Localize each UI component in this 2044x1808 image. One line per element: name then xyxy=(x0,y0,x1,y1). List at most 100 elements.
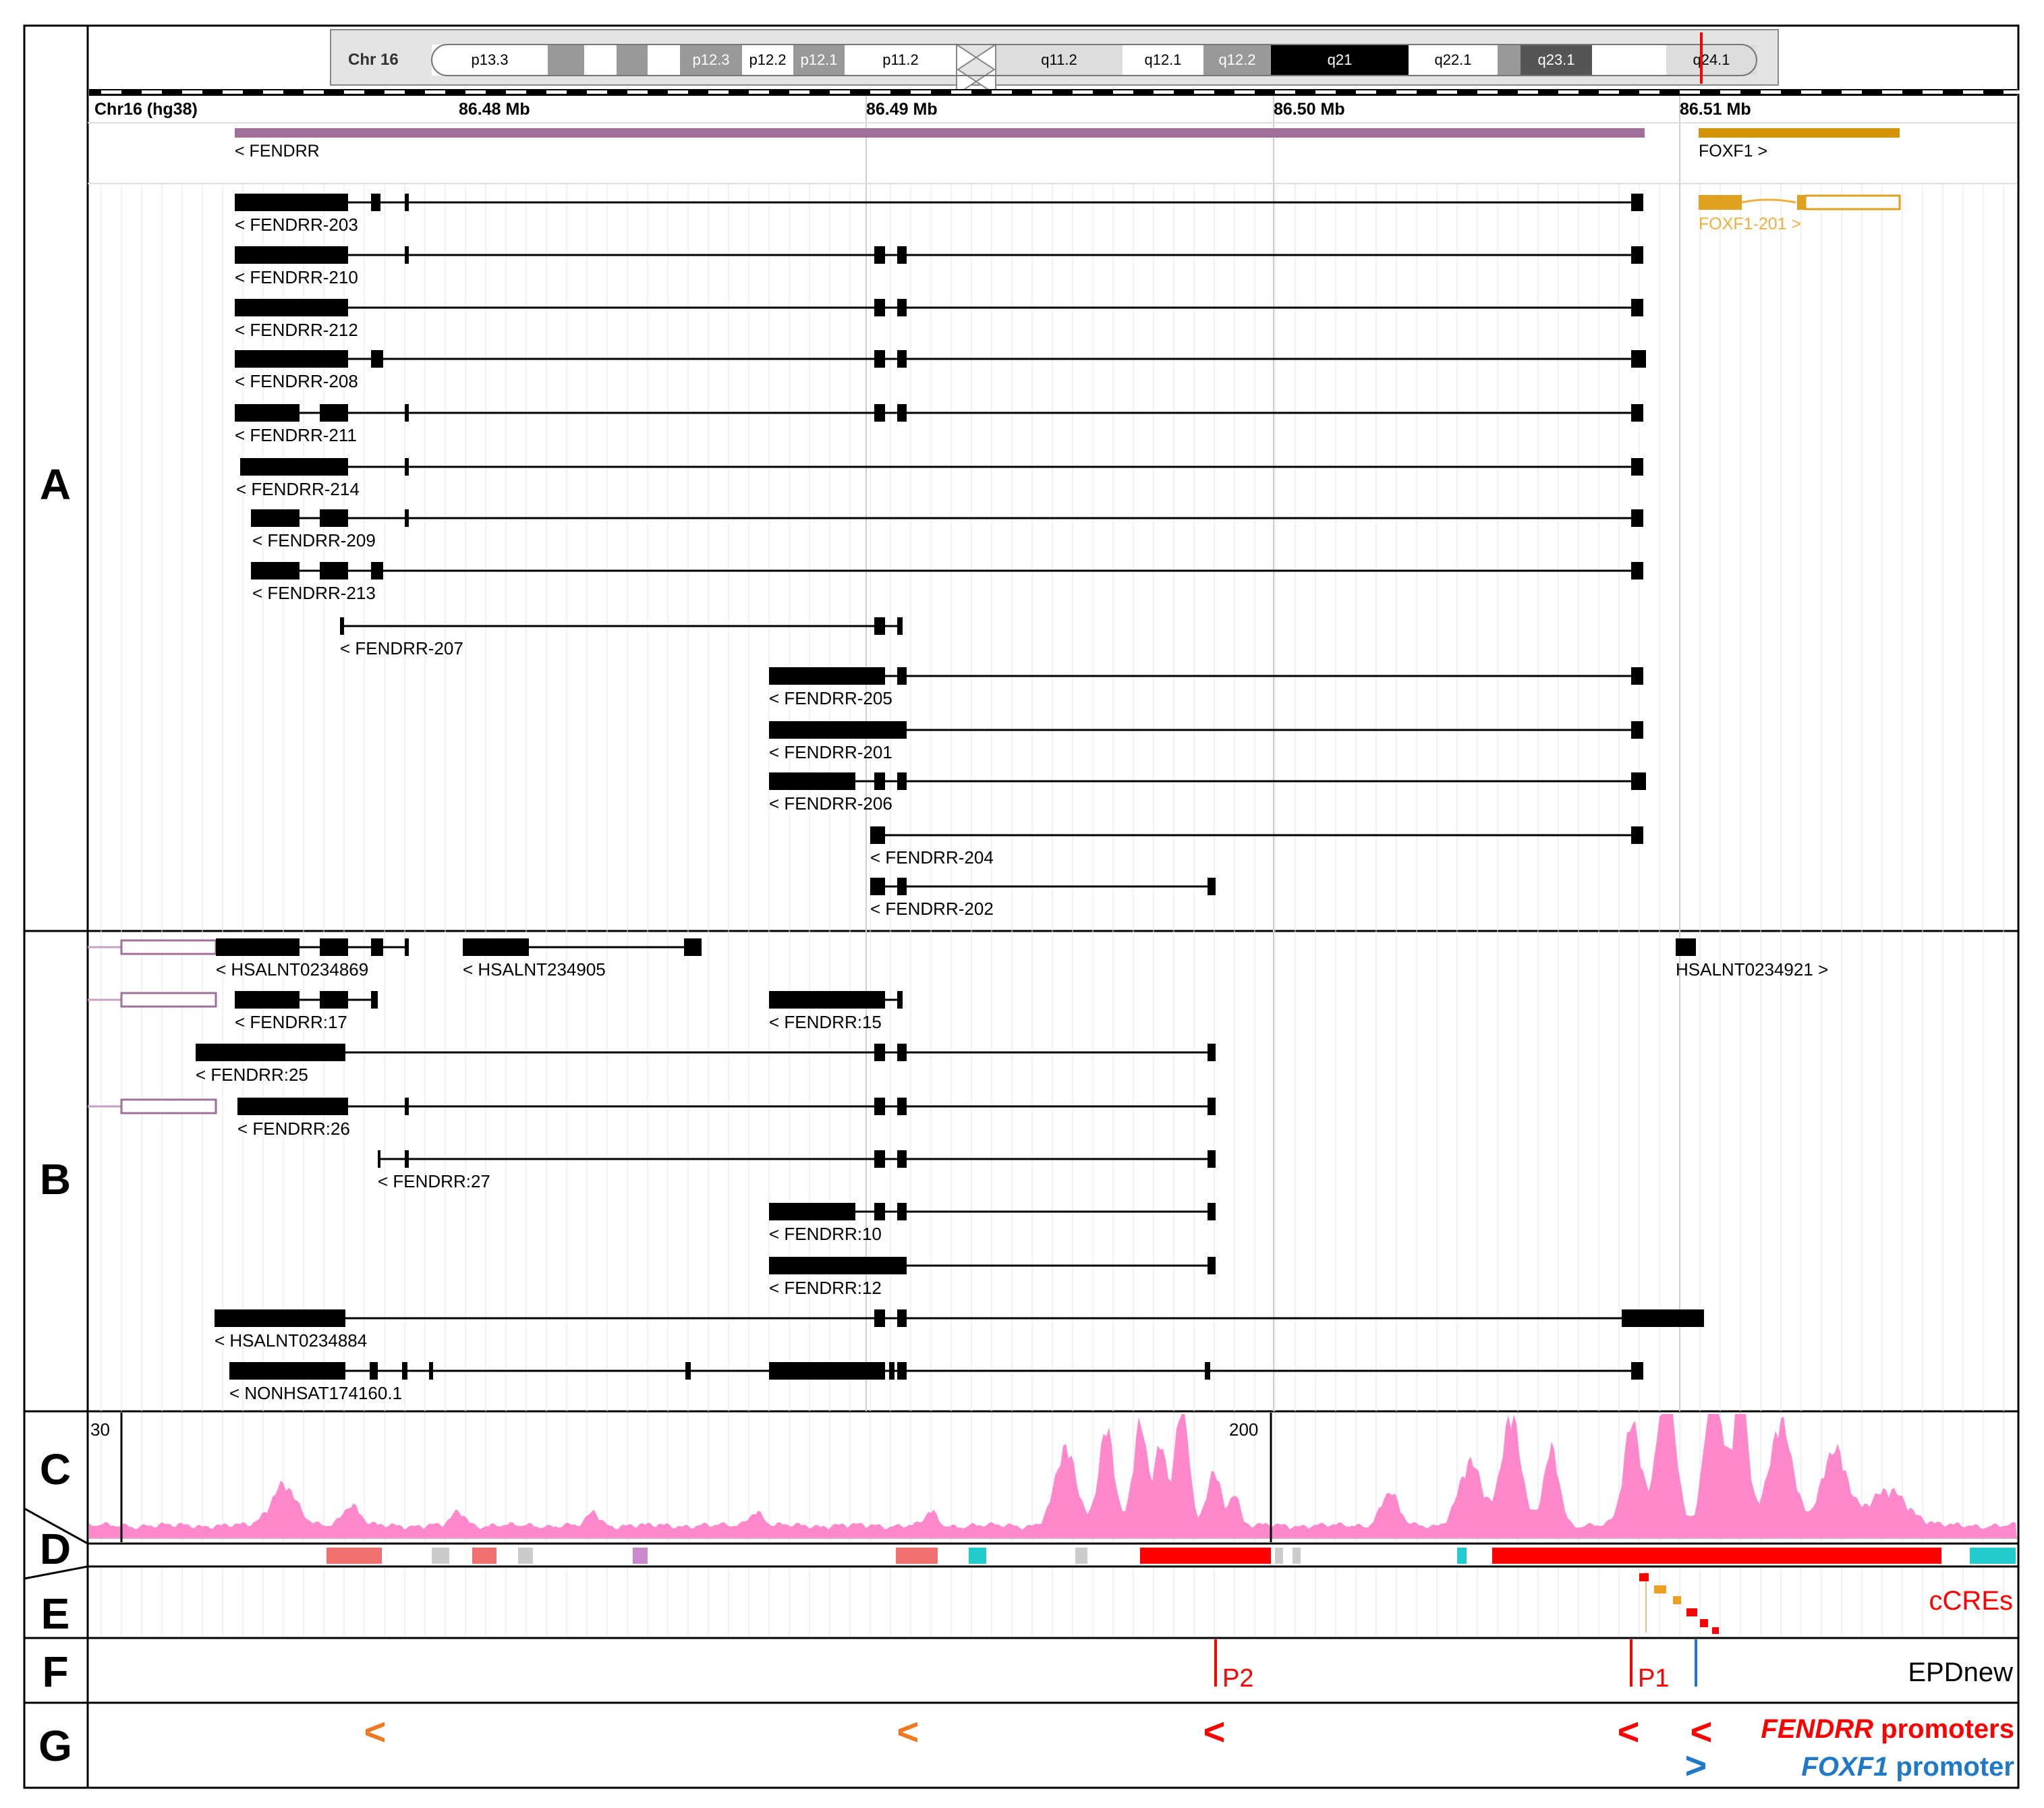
ideogram-band xyxy=(1521,45,1592,76)
region-block xyxy=(969,1548,986,1564)
panel-b-transcript: < NONHSAT174160.1 xyxy=(229,1362,1643,1403)
ruler-dash xyxy=(385,90,405,94)
exon xyxy=(1631,562,1643,580)
ideogram-band-label: q23.1 xyxy=(1537,51,1574,68)
promoter-p2-label: P2 xyxy=(1222,1664,1253,1693)
panel-b-transcript-label: < FENDRR:25 xyxy=(196,1065,308,1085)
panel-a-transcript-label: < FENDRR-201 xyxy=(769,742,892,762)
ruler-dash xyxy=(951,90,971,94)
exon xyxy=(235,194,348,211)
ideogram-band xyxy=(1203,45,1271,76)
panel-b-transcript: < FENDRR:27 xyxy=(378,1150,1216,1191)
exon xyxy=(235,350,348,368)
ccre-element xyxy=(1686,1608,1697,1616)
ideogram-band-label: p12.3 xyxy=(692,51,729,68)
exon xyxy=(769,991,885,1009)
ccre-label: cCREs xyxy=(1929,1586,2013,1616)
panel-a-transcript-label: < FENDRR-210 xyxy=(235,267,358,287)
ideogram-band xyxy=(432,45,548,76)
panel-a-transcript: < FENDRR-206 xyxy=(769,772,1646,814)
epdnew-track: P2 P1 EPDnew xyxy=(1214,1639,2013,1693)
exon xyxy=(463,938,529,956)
exon xyxy=(371,194,380,211)
foxf1-gene-label: FOXF1 > xyxy=(1699,142,1767,161)
panel-letter-d: D xyxy=(40,1525,71,1573)
utr-box xyxy=(120,939,217,955)
ruler-dash xyxy=(911,90,931,94)
exon xyxy=(371,562,383,580)
ruler-dash xyxy=(546,90,567,94)
exon xyxy=(874,772,885,790)
ideogram-band xyxy=(617,45,648,76)
ideogram-outline xyxy=(431,44,1757,76)
ideogram-band xyxy=(548,45,584,76)
ruler-dashes xyxy=(101,90,2024,94)
exon xyxy=(251,562,300,580)
tick-label-86-48: 86.48 Mb xyxy=(459,100,530,119)
fendrr-alt-promoter-arrow: < xyxy=(364,1710,387,1753)
ideogram-band xyxy=(680,45,742,76)
ideogram-band xyxy=(584,45,617,76)
exon xyxy=(769,1257,907,1274)
exon xyxy=(340,617,344,635)
exon xyxy=(1631,772,1646,790)
panel-b-transcript-label: < HSALNT234905 xyxy=(463,959,606,980)
fendrr-promoters-suffix: promoters xyxy=(1873,1714,2014,1744)
panel-b-transcript: < FENDRR:10 xyxy=(769,1203,1216,1244)
region-block xyxy=(472,1548,496,1564)
region-block xyxy=(1075,1548,1087,1564)
fendrr-promoter-arrow: < xyxy=(1691,1710,1713,1753)
ruler-dash xyxy=(1275,90,1295,94)
panel-b-transcript: < FENDRR:17 xyxy=(88,991,378,1032)
panel-a-transcript: < FENDRR-212 xyxy=(235,299,1643,340)
exon xyxy=(1631,721,1643,739)
ideogram-band-label: q12.1 xyxy=(1144,51,1181,68)
exon xyxy=(897,1150,907,1168)
foxf1-intron xyxy=(1741,198,1796,204)
foxf1-gene-name: FOXF1 xyxy=(1801,1752,1888,1782)
exon xyxy=(405,1150,409,1168)
fendrr-gene-label: < FENDRR xyxy=(235,142,320,161)
panel-b-transcript-label: < FENDRR:10 xyxy=(769,1224,882,1244)
signal-area xyxy=(89,1414,2017,1538)
exon xyxy=(897,404,907,422)
exon xyxy=(371,938,383,956)
exon xyxy=(1631,826,1643,844)
exon xyxy=(897,772,907,790)
exon xyxy=(897,246,907,264)
exon xyxy=(320,404,348,422)
exon xyxy=(1208,878,1216,895)
centromere xyxy=(956,43,996,96)
exon xyxy=(870,826,885,844)
ruler-dash xyxy=(1720,90,1740,94)
panel-a-transcript-label: < FENDRR-202 xyxy=(870,899,994,919)
exon xyxy=(769,1203,855,1220)
foxf1-exon-cds-2 xyxy=(1797,195,1805,210)
tick-label-86-50: 86.50 Mb xyxy=(1274,100,1345,119)
exon xyxy=(1208,1203,1216,1220)
regions-track xyxy=(327,1548,2016,1564)
ruler-dash xyxy=(830,90,850,94)
ideogram-band xyxy=(742,45,793,76)
exon xyxy=(1205,1362,1210,1380)
ideogram-band xyxy=(1409,45,1498,76)
ruler-dash xyxy=(344,90,364,94)
ruler-dash xyxy=(1518,90,1538,94)
ruler-dash xyxy=(1923,90,1943,94)
exon xyxy=(874,1309,885,1327)
exon xyxy=(897,991,903,1009)
region-block xyxy=(327,1548,382,1564)
exon xyxy=(874,1203,885,1220)
panel-a-transcript-label: < FENDRR-213 xyxy=(252,583,376,603)
panel-b-transcript: < FENDRR:25 xyxy=(196,1044,1216,1085)
ccre-element xyxy=(1712,1627,1719,1634)
panel-b-transcript: < HSALNT0234869 xyxy=(88,938,409,980)
panel-b-transcript-label: < HSALNT0234884 xyxy=(215,1330,367,1351)
ruler-dash xyxy=(1558,90,1579,94)
fendrr-promoter-arrow: < xyxy=(1203,1710,1226,1753)
exon xyxy=(897,667,907,685)
ruler-dash xyxy=(1801,90,1821,94)
ruler-dash xyxy=(1963,90,1983,94)
exon xyxy=(371,350,383,368)
ideogram-band xyxy=(648,45,680,76)
